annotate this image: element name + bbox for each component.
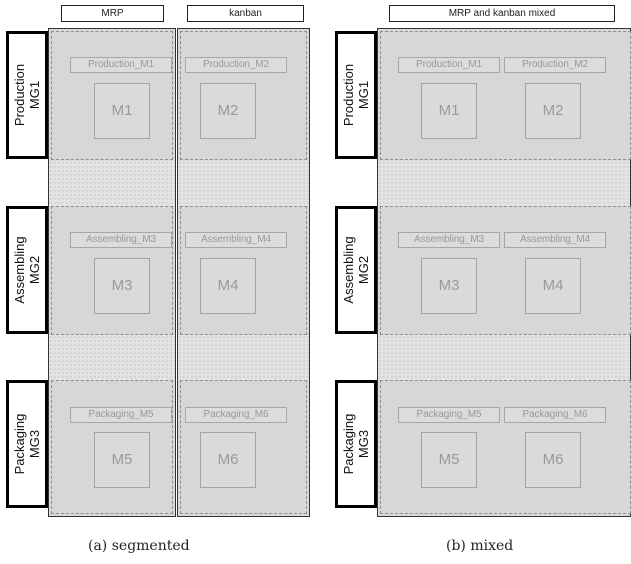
group-code: MG2 xyxy=(27,255,42,285)
gap-area xyxy=(49,161,175,206)
header-mrp: MRP xyxy=(61,5,164,22)
group-label-mg1: Production MG1 xyxy=(6,31,48,159)
machine-m4: M4 xyxy=(525,258,581,314)
gap-area xyxy=(378,161,630,206)
group-label-mg1: Production MG1 xyxy=(335,31,377,159)
machine-m1: M1 xyxy=(94,83,150,139)
group-name: Assembling xyxy=(341,236,356,304)
machine-m6: M6 xyxy=(525,432,581,488)
station-label: Production_M1 xyxy=(70,57,172,73)
group-code: MG3 xyxy=(356,429,371,459)
machine-m1: M1 xyxy=(421,83,477,139)
machine-m5: M5 xyxy=(421,432,477,488)
machine-m5: M5 xyxy=(94,432,150,488)
group-label-mg3: Packaging MG3 xyxy=(335,380,377,508)
group-code: MG1 xyxy=(27,80,42,110)
machine-m3: M3 xyxy=(94,258,150,314)
group-label-mg2: Assembling MG2 xyxy=(6,206,48,334)
gap-area xyxy=(178,335,309,380)
group-code: MG3 xyxy=(27,429,42,459)
station-label: Packaging_M6 xyxy=(504,407,606,423)
station-label: Assembling_M4 xyxy=(185,232,287,248)
station-label: Packaging_M5 xyxy=(398,407,500,423)
group-code: MG1 xyxy=(356,80,371,110)
band-mg3-mixed xyxy=(380,380,631,514)
machine-m4: M4 xyxy=(200,258,256,314)
gap-area xyxy=(178,161,309,206)
machine-m6: M6 xyxy=(200,432,256,488)
header-mixed: MRP and kanban mixed xyxy=(389,5,615,22)
group-name: Packaging xyxy=(12,413,27,475)
group-name: Production xyxy=(341,63,356,127)
station-label: Production_M2 xyxy=(504,57,606,73)
group-name: Production xyxy=(12,63,27,127)
station-label: Assembling_M3 xyxy=(70,232,172,248)
caption-a: (a) segmented xyxy=(88,538,190,554)
machine-m3: M3 xyxy=(421,258,477,314)
gap-area xyxy=(378,335,630,380)
station-label: Assembling_M4 xyxy=(504,232,606,248)
station-label: Packaging_M6 xyxy=(185,407,287,423)
band-mg1-mixed xyxy=(380,31,631,160)
station-label: Packaging_M5 xyxy=(70,407,172,423)
group-label-mg3: Packaging MG3 xyxy=(6,380,48,508)
station-label: Assembling_M3 xyxy=(398,232,500,248)
group-label-mg2: Assembling MG2 xyxy=(335,206,377,334)
station-label: Production_M1 xyxy=(398,57,500,73)
machine-m2: M2 xyxy=(525,83,581,139)
station-label: Production_M2 xyxy=(185,57,287,73)
group-code: MG2 xyxy=(356,255,371,285)
gap-area xyxy=(49,335,175,380)
band-mg2-mixed xyxy=(380,206,631,335)
header-kanban: kanban xyxy=(187,5,304,22)
group-name: Assembling xyxy=(12,236,27,304)
caption-b: (b) mixed xyxy=(446,538,514,554)
machine-m2: M2 xyxy=(200,83,256,139)
group-name: Packaging xyxy=(341,413,356,475)
